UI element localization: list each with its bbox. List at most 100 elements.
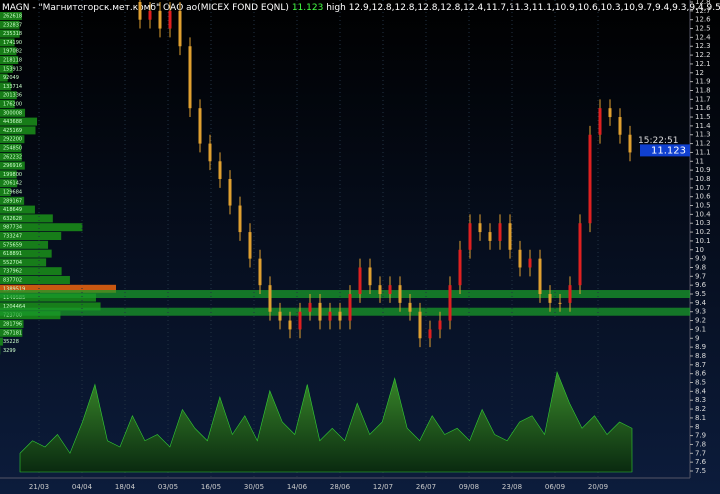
profile-bar xyxy=(0,38,15,47)
candle-body xyxy=(228,178,232,206)
profile-label: 267181 xyxy=(3,330,22,336)
candle-body xyxy=(358,267,362,295)
y-tick-label: 10.2 xyxy=(695,228,711,236)
candle-body xyxy=(408,302,412,312)
y-tick-label: 9.4 xyxy=(695,299,707,307)
profile-label: 575659 xyxy=(3,242,22,248)
candle-body xyxy=(288,320,292,330)
y-tick-label: 11.3 xyxy=(695,131,711,139)
candle-body xyxy=(278,311,282,321)
profile-bar xyxy=(0,29,20,38)
y-tick-label: 8.3 xyxy=(695,396,706,404)
candle-body xyxy=(558,302,562,304)
profile-label: 3299 xyxy=(3,348,16,354)
y-tick-label: 12.6 xyxy=(695,16,711,24)
profile-bar xyxy=(0,73,8,82)
profile-label: 1149585 xyxy=(3,295,25,301)
profile-label: 201336 xyxy=(3,93,22,99)
candle-body xyxy=(608,108,612,118)
y-tick-label: 10.8 xyxy=(695,175,711,183)
profile-bar xyxy=(0,170,17,179)
profile-bar xyxy=(0,161,25,170)
y-tick-label: 10.4 xyxy=(695,210,711,218)
candle-body xyxy=(218,161,222,179)
profile-bar xyxy=(0,188,11,196)
candle-body xyxy=(318,302,322,321)
y-tick-label: 11.5 xyxy=(695,113,711,121)
profile-label: 176200 xyxy=(3,102,22,108)
profile-label: 1389519 xyxy=(3,286,25,292)
y-tick-label: 8.5 xyxy=(695,379,706,387)
y-tick-label: 11.7 xyxy=(695,95,711,103)
x-tick-label: 26/07 xyxy=(416,483,436,491)
candle-body xyxy=(578,223,582,286)
y-tick-label: 9.8 xyxy=(695,263,706,271)
y-tick-label: 8.7 xyxy=(695,361,706,369)
profile-label: 837702 xyxy=(3,278,22,284)
last-box xyxy=(640,144,690,157)
y-tick-label: 12.2 xyxy=(695,51,711,59)
profile-bar xyxy=(0,144,22,152)
profile-label: 1204464 xyxy=(3,304,25,310)
candle-body xyxy=(438,320,442,330)
profile-label: 443688 xyxy=(3,119,22,125)
profile-bar xyxy=(0,56,19,64)
x-tick-label: 09/08 xyxy=(459,483,479,491)
profile-bar xyxy=(0,249,52,258)
y-tick-label: 10.7 xyxy=(695,184,711,192)
candle-body xyxy=(178,10,182,47)
x-tick-label: 18/04 xyxy=(115,483,136,491)
candle-body xyxy=(368,267,372,286)
candle-body xyxy=(348,294,352,321)
y-tick-label: 12.7 xyxy=(695,7,711,15)
profile-bar xyxy=(0,302,101,311)
profile-bar xyxy=(0,337,3,346)
candle-body xyxy=(628,134,632,153)
y-tick-label: 9.3 xyxy=(695,308,706,316)
y-tick-label: 7.6 xyxy=(695,458,707,466)
high: 12.9,12.8,12.8,12.8,12.8,12.4,11.7,11.3,… xyxy=(349,3,720,13)
profile-bar xyxy=(0,258,47,267)
y-tick-label: 11.8 xyxy=(695,86,711,94)
profile-label: 206142 xyxy=(3,181,22,187)
x-tick-label: 12/07 xyxy=(373,483,393,491)
profile-label: 632628 xyxy=(3,216,22,222)
profile-label: 418649 xyxy=(3,207,22,213)
profile-label: 262618 xyxy=(3,14,22,20)
candle-body xyxy=(598,108,602,135)
profile-label: 987734 xyxy=(3,225,22,231)
profile-label: 129684 xyxy=(3,190,22,196)
high-label: high xyxy=(326,3,346,13)
profile-label: 235318 xyxy=(3,31,22,37)
x-tick-label: 03/05 xyxy=(158,483,178,491)
profile-bar xyxy=(0,82,12,91)
candle-body xyxy=(508,223,512,250)
candle-body xyxy=(198,108,202,144)
y-tick-label: 10.6 xyxy=(695,193,711,201)
y-tick-label: 11.1 xyxy=(695,148,711,156)
profile-bar xyxy=(0,179,18,188)
profile-bar xyxy=(0,205,35,214)
y-tick-label: 9.7 xyxy=(695,272,706,280)
y-tick-label: 8.4 xyxy=(695,387,707,395)
profile-bar xyxy=(0,196,25,205)
candle-body xyxy=(618,117,622,135)
profile-label: 737962 xyxy=(3,269,22,275)
profile-label: 281796 xyxy=(3,322,22,328)
candle-body xyxy=(528,258,532,268)
y-tick-label: 12.8 xyxy=(695,0,711,6)
ticker: MAGN - "Магнитогорск.мет.комб" ОАО ао(MI… xyxy=(2,3,289,13)
candle-body xyxy=(138,2,142,20)
candle-body xyxy=(488,232,492,241)
y-tick-label: 11.4 xyxy=(695,122,711,130)
candle-body xyxy=(208,143,212,162)
y-tick-label: 9.9 xyxy=(695,255,706,263)
candle-body xyxy=(548,294,552,303)
profile-label: 35228 xyxy=(3,339,19,345)
x-tick-label: 06/09 xyxy=(545,483,565,491)
y-tick-label: 8.8 xyxy=(695,352,706,360)
profile-label: 289167 xyxy=(3,198,22,204)
profile-bar xyxy=(0,328,23,337)
y-tick-label: 10.9 xyxy=(695,166,711,174)
x-tick-label: 16/05 xyxy=(201,483,221,491)
